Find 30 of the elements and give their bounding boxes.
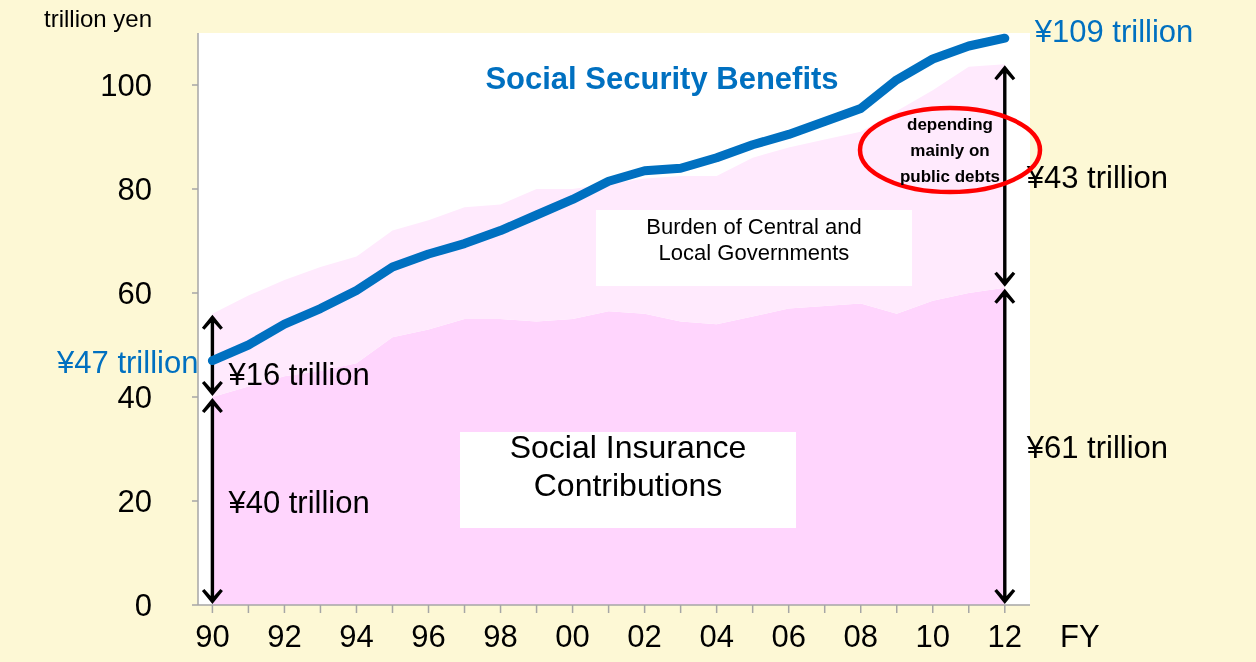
text: ¥109 trillion <box>1033 14 1194 50</box>
y-tick-label: 40 <box>117 379 152 415</box>
y-tick-label: 20 <box>117 483 152 519</box>
x-axis-title: FY <box>1060 619 1100 654</box>
annotation: ¥40 trillion <box>227 485 370 520</box>
annotation: ¥47 trillion <box>56 344 199 380</box>
y-tick-label: 100 <box>100 67 152 103</box>
x-tick-label: 10 <box>915 619 950 654</box>
series-label: Social Insurance Contributions <box>509 429 747 503</box>
x-tick-label: 06 <box>771 619 806 654</box>
annotation: ¥43 trillion <box>1025 160 1169 195</box>
x-tick-label: 92 <box>267 619 302 654</box>
x-tick-label: 94 <box>339 619 374 654</box>
annotation: ¥16 trillion <box>227 357 370 393</box>
x-tick-label: 90 <box>195 619 230 654</box>
x-tick-label: 12 <box>987 619 1023 654</box>
x-tick-label: 04 <box>699 619 734 654</box>
y-tick-label: 60 <box>117 275 152 311</box>
y-tick-label: 0 <box>134 587 152 623</box>
y-tick-label: 80 <box>117 171 152 207</box>
x-tick-label: 96 <box>411 619 446 654</box>
x-tick-label: 98 <box>483 619 518 654</box>
annotation: depending mainly on public debts <box>899 115 1001 186</box>
series-label: Burden of Central and Local Governments <box>646 214 862 265</box>
x-tick-label: 08 <box>843 619 878 654</box>
x-tick-label: 00 <box>555 619 590 654</box>
y-axis-title: trillion yen <box>43 5 153 32</box>
series-label: Social Security Benefits <box>485 61 839 96</box>
x-tick-label: 02 <box>627 619 662 654</box>
annotation: ¥61 trillion <box>1025 430 1169 466</box>
